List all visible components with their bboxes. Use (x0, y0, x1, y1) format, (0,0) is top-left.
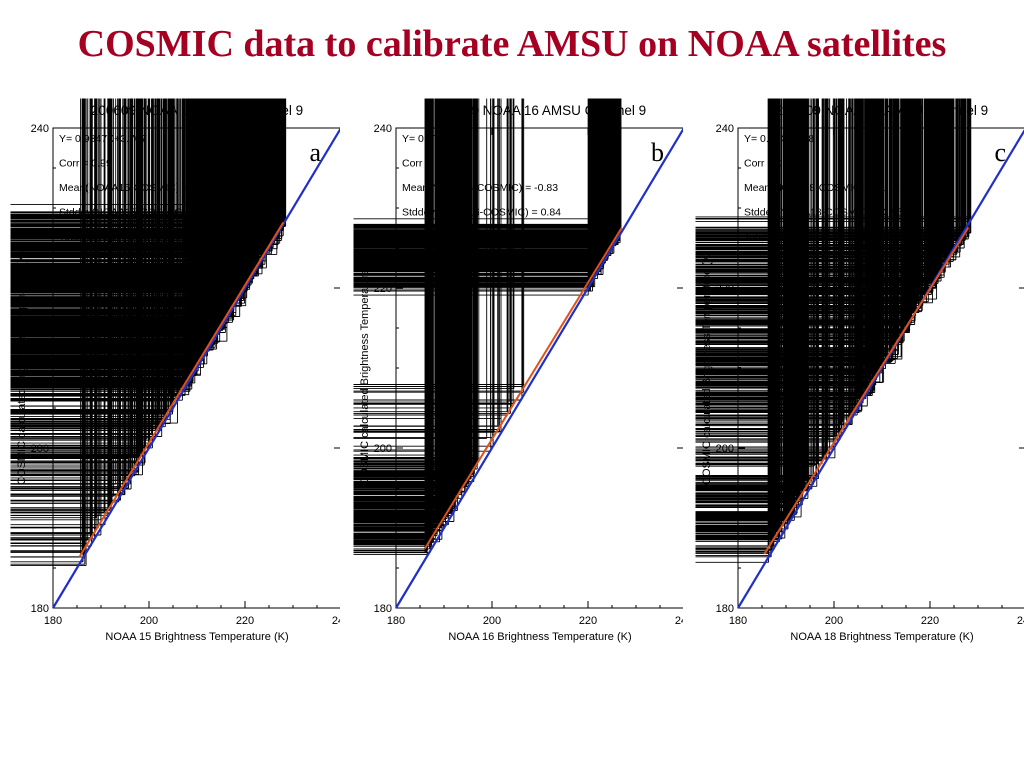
one-to-one-line (52, 127, 340, 609)
x-tick-label: 200 (825, 615, 843, 627)
x-tick-label: 220 (579, 615, 597, 627)
x-tick-label: 180 (44, 615, 62, 627)
y-tick-label: 180 (374, 603, 392, 615)
x-axis-label: NOAA 18 Brightness Temperature (K) (790, 631, 973, 643)
fit-line (78, 221, 285, 558)
scatter-marks (353, 98, 622, 556)
slide-title: COSMIC data to calibrate AMSU on NOAA sa… (77, 23, 947, 65)
stat-line: Corr = 0.999 (402, 158, 461, 170)
x-tick-label: 200 (483, 615, 501, 627)
stat-line: Stddev(NOAA15-COSMIC) = 0.97 (59, 207, 218, 219)
scatter-plot-noaa15: 200609 NOAA 15 AMSU Channel 918020022024… (10, 98, 340, 643)
stat-line: Mean(NOAA15-COSMIC) = -0.44 (59, 182, 215, 194)
x-tick-label: 180 (387, 615, 405, 627)
scatter-points (695, 98, 972, 563)
y-tick-label: 180 (31, 603, 49, 615)
y-tick-label: 180 (716, 603, 734, 615)
panel-letter: b (651, 138, 664, 167)
stat-line: Mean(NOAA18-COSMIC) = -1.13 (744, 182, 900, 194)
y-tick-label: 200 (374, 443, 392, 455)
panel-letter: c (994, 138, 1006, 167)
stat-line: Stddev(NOAA16-COSMIC) = 0.84 (402, 207, 561, 219)
x-tick-label: 240 (675, 615, 683, 627)
x-tick-label: 180 (729, 615, 747, 627)
one-to-one-line (395, 127, 683, 609)
stat-line: Corr = 0.998 (744, 158, 803, 170)
stat-line: Total number = 789 (59, 231, 149, 243)
x-axis-label: NOAA 15 Brightness Temperature (K) (105, 631, 288, 643)
stat-line: Total number = 587 (744, 231, 834, 243)
one-to-one-line (737, 129, 1024, 609)
fit-line (763, 226, 970, 555)
stat-line: Mean(NOAA16-COSMIC) = -0.83 (402, 182, 558, 194)
stat-line: Total number = 557 (402, 231, 492, 243)
x-tick-label: 220 (921, 615, 939, 627)
chart-panel-a: 200609 NOAA 15 AMSU Channel 918020022024… (10, 98, 340, 658)
chart-panel-b: 200609 NOAA 16 AMSU Channel 918020022024… (353, 98, 683, 658)
scatter-marks (695, 98, 972, 563)
stat-line: Y= 0.96X+8.68 (744, 133, 814, 145)
panel-letter: a (309, 138, 321, 167)
chart-panel-c: 200609 NOAA 18 AMSU Channel 918020022024… (695, 98, 1024, 658)
x-tick-label: 200 (140, 615, 158, 627)
scatter-points (353, 98, 622, 556)
x-tick-label: 220 (236, 615, 254, 627)
stat-line: Corr = 0.99 (59, 158, 112, 170)
y-tick-label: 240 (31, 123, 49, 135)
x-axis-label: NOAA 16 Brightness Temperature (K) (448, 631, 631, 643)
scatter-plot-noaa18: 200609 NOAA 18 AMSU Channel 918020022024… (695, 98, 1024, 643)
scatter-marks (10, 98, 287, 567)
stat-line: Stddev(NOAA18-COSMIC) = 0.95 (744, 207, 903, 219)
scatter-points (10, 98, 287, 567)
x-tick-label: 240 (332, 615, 340, 627)
x-tick-label: 240 (1017, 615, 1024, 627)
y-tick-label: 240 (716, 123, 734, 135)
fit-line (423, 227, 623, 550)
y-tick-label: 240 (374, 123, 392, 135)
stat-line: Y= 0.978X+5.5 (402, 133, 472, 145)
stat-line: Y= 0.9847X+3.707 (59, 133, 147, 145)
scatter-plot-noaa16: 200609 NOAA 16 AMSU Channel 918020022024… (353, 98, 683, 643)
